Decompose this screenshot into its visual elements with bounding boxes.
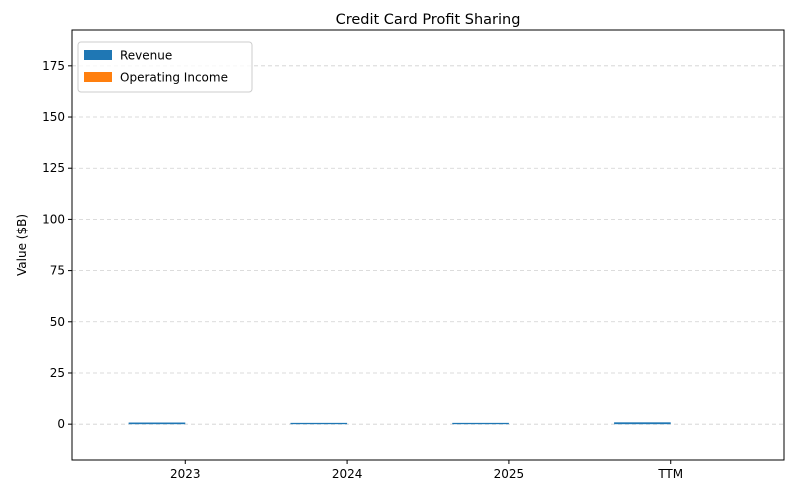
legend-swatch <box>84 72 112 82</box>
x-axis: 2023 2024 2025 TTM <box>170 460 683 481</box>
legend-box <box>77 41 253 93</box>
bar-revenue <box>128 422 186 425</box>
legend: Revenue Operating Income <box>77 41 253 93</box>
bar-revenue <box>452 422 509 425</box>
legend-label: Revenue <box>120 49 172 63</box>
y-tick-label: 0 <box>57 417 65 431</box>
y-tick-label: 50 <box>50 315 65 329</box>
y-tick-label: 150 <box>42 110 65 124</box>
plot-frame <box>71 29 785 461</box>
x-tick-label: 2025 <box>494 467 525 481</box>
y-tick-label: 25 <box>50 366 65 380</box>
y-tick-label: 100 <box>42 212 65 226</box>
bars <box>128 422 671 425</box>
y-tick-label: 75 <box>50 264 65 278</box>
y-tick-label: 175 <box>42 59 65 73</box>
y-axis-label: Value ($B) <box>15 214 29 276</box>
bar-revenue <box>614 422 671 425</box>
bar-revenue <box>290 422 348 425</box>
y-axis: 0 25 50 75 100 125 150 175 <box>42 59 72 431</box>
x-tick-label: 2024 <box>332 467 363 481</box>
x-tick-label: TTM <box>657 467 683 481</box>
chart-title: Credit Card Profit Sharing <box>336 12 521 28</box>
legend-label: Operating Income <box>120 71 228 85</box>
legend-swatch <box>84 50 112 60</box>
x-tick-label: 2023 <box>170 467 201 481</box>
y-tick-label: 125 <box>42 161 65 175</box>
